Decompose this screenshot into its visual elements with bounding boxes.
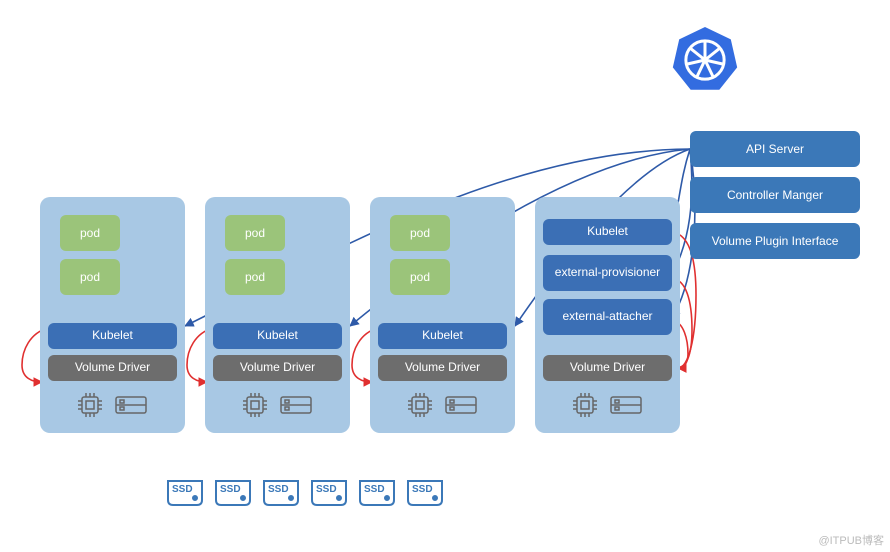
disk-icon [444, 391, 478, 419]
cpu-icon [571, 391, 599, 419]
ssd-icon: SSD [261, 478, 301, 513]
pod: pod [390, 259, 450, 295]
external-provisioner-row: external-provisioner [543, 255, 672, 291]
svg-text:SSD: SSD [412, 484, 433, 495]
watermark: @ITPUB博客 [818, 532, 884, 548]
worker-node: pod pod Kubelet Volume Driver [40, 197, 185, 433]
disk-icon [279, 391, 313, 419]
worker-node: pod pod Kubelet Volume Driver [205, 197, 350, 433]
cpu-icon [406, 391, 434, 419]
cpu-icon [76, 391, 104, 419]
kubelet-row: Kubelet [543, 219, 672, 245]
control-cm: Controller Manger [690, 177, 860, 213]
kubelet-row: Kubelet [213, 323, 342, 349]
pod: pod [225, 215, 285, 251]
kubernetes-logo-icon [670, 25, 740, 95]
pod: pod [390, 215, 450, 251]
ssd-icon: SSD [405, 478, 445, 513]
hw-icons [571, 391, 643, 419]
external-attacher-row: external-attacher [543, 299, 672, 335]
ssd-row: SSD SSD SSD SSD SSD SSD [165, 478, 445, 513]
ssd-icon: SSD [165, 478, 205, 513]
worker-node: Kubelet external-provisioner external-atta… [535, 197, 680, 433]
kubelet-row: Kubelet [48, 323, 177, 349]
svg-text:SSD: SSD [316, 484, 337, 495]
ssd-icon: SSD [213, 478, 253, 513]
worker-node: pod pod Kubelet Volume Driver [370, 197, 515, 433]
control-api: API Server [690, 131, 860, 167]
cpu-icon [241, 391, 269, 419]
volume-driver-row: Volume Driver [48, 355, 177, 381]
ssd-icon: SSD [309, 478, 349, 513]
volume-driver-row: Volume Driver [213, 355, 342, 381]
hw-icons [76, 391, 148, 419]
control-vpi: Volume Plugin Interface [690, 223, 860, 259]
volume-driver-row: Volume Driver [543, 355, 672, 381]
svg-text:SSD: SSD [364, 484, 385, 495]
pod: pod [225, 259, 285, 295]
svg-text:SSD: SSD [220, 484, 241, 495]
pod: pod [60, 259, 120, 295]
disk-icon [609, 391, 643, 419]
volume-driver-row: Volume Driver [378, 355, 507, 381]
svg-text:SSD: SSD [172, 484, 193, 495]
hw-icons [241, 391, 313, 419]
hw-icons [406, 391, 478, 419]
disk-icon [114, 391, 148, 419]
ssd-icon: SSD [357, 478, 397, 513]
svg-text:SSD: SSD [268, 484, 289, 495]
kubelet-row: Kubelet [378, 323, 507, 349]
pod: pod [60, 215, 120, 251]
